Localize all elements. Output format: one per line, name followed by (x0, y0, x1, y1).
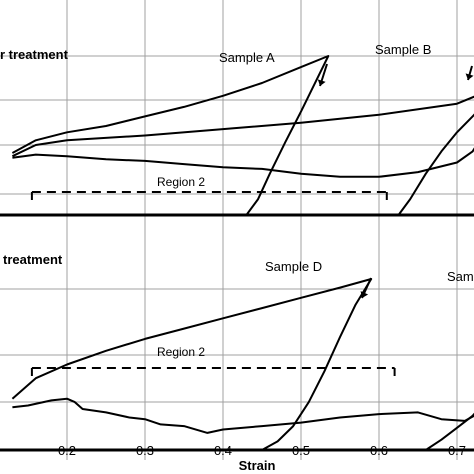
bottom-panel-title: treatment (3, 252, 63, 267)
sample-b-label: Sample B (375, 42, 431, 57)
x-tick-label-0.7: 0.7 (448, 443, 466, 458)
sample-a-label: Sample A (219, 50, 275, 65)
grid-lines (0, 0, 474, 460)
sample-d-label: Sample D (265, 259, 322, 274)
sample-b-unload-arrow-icon-head (465, 73, 474, 80)
x-axis-ticks: 0.2 0.3 0.4 0.5 0.6 0.7 (58, 443, 466, 458)
x-tick-label-0.3: 0.3 (136, 443, 154, 458)
x-tick-label-0.5: 0.5 (292, 443, 310, 458)
x-tick-label-0.4: 0.4 (214, 443, 232, 458)
sample-partial-label: Sam (447, 269, 474, 284)
x-axis-title: Strain (239, 458, 276, 473)
sample-a-unload-arrow-icon-head (317, 79, 326, 86)
top-panel (0, 55, 474, 217)
x-tick-label-0.6: 0.6 (370, 443, 388, 458)
bottom-region-label: Region 2 (157, 345, 205, 359)
top-sample-a-line (11, 55, 330, 216)
bottom-panel (0, 277, 474, 452)
x-tick-label-0.2: 0.2 (58, 443, 76, 458)
top-curve-3-line (12, 147, 474, 178)
bottom-curve-2-line (12, 397, 474, 434)
top-sample-b-line (11, 95, 474, 216)
bottom-curve-3-line (425, 412, 474, 451)
top-panel-title: r treatment (0, 47, 69, 62)
top-region-label: Region 2 (157, 175, 205, 189)
sample-d-unload-arrow-icon-head (360, 291, 369, 298)
bottom-sample-d-line (11, 278, 373, 451)
